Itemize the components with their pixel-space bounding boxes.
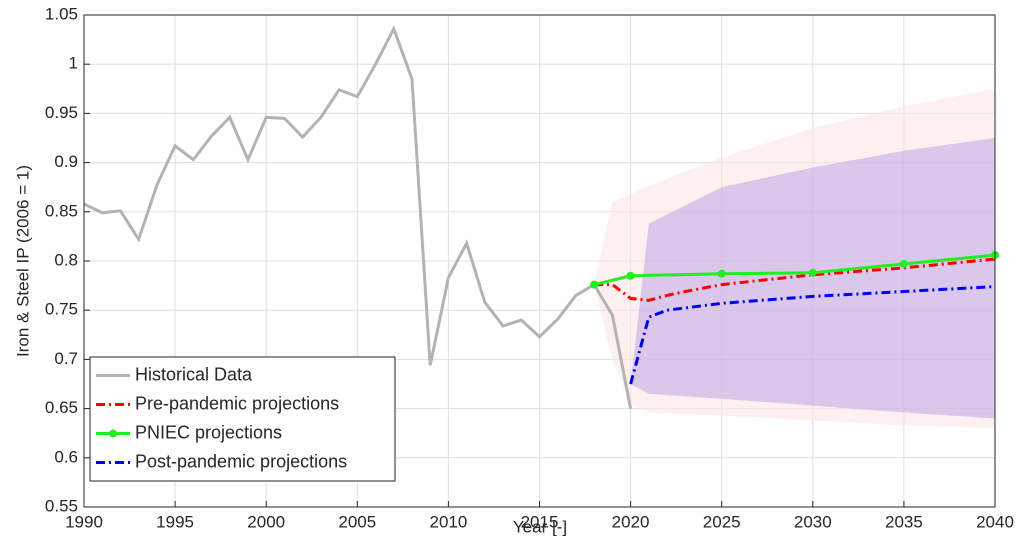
x-tick-label: 1990: [65, 512, 103, 531]
legend-marker: [109, 429, 117, 438]
x-tick-label: 2020: [612, 512, 650, 531]
point: [717, 269, 726, 278]
y-axis-label: Iron & Steel IP (2006 = 1): [13, 165, 32, 357]
y-tick-label: 1.05: [45, 4, 78, 23]
legend-label: Pre-pandemic projections: [135, 393, 339, 413]
x-tick-label: 2035: [885, 512, 923, 531]
x-tick-label: 2030: [794, 512, 832, 531]
legend-box: [89, 356, 396, 482]
point: [899, 259, 908, 268]
legend-label: PNIEC projections: [135, 422, 282, 442]
y-tick-label: 0.65: [45, 398, 78, 417]
y-tick-label: 0.95: [45, 103, 78, 122]
x-axis-label: Year [-]: [513, 517, 567, 536]
x-tick-label: 2015: [521, 512, 559, 531]
y-tick-label: 0.7: [54, 349, 78, 368]
y-tick-label: 0.75: [45, 300, 78, 319]
series-line: [629, 285, 996, 385]
point: [808, 268, 817, 277]
x-tick-label: 1995: [156, 512, 194, 531]
x-tick-label: 2000: [247, 512, 285, 531]
x-tick-label: 2040: [976, 512, 1014, 531]
point: [626, 271, 635, 280]
uncertainty-band: [630, 138, 995, 419]
x-tick-label: 2005: [338, 512, 376, 531]
y-tick-label: 1: [69, 54, 78, 73]
series-line: [593, 253, 996, 287]
plot-frame: [83, 14, 996, 508]
legend-label: Post-pandemic projections: [135, 451, 347, 471]
legend-label: Historical Data: [135, 364, 253, 384]
x-tick-label: 2025: [703, 512, 741, 531]
y-tick-label: 0.55: [45, 496, 78, 515]
series-line: [594, 257, 996, 302]
y-tick-label: 0.85: [45, 201, 78, 220]
series-line: [83, 25, 633, 409]
point: [590, 280, 599, 289]
x-tick-label: 2010: [429, 512, 467, 531]
y-tick-label: 0.6: [54, 447, 78, 466]
y-tick-label: 0.9: [54, 152, 78, 171]
y-tick-label: 0.8: [54, 250, 78, 269]
